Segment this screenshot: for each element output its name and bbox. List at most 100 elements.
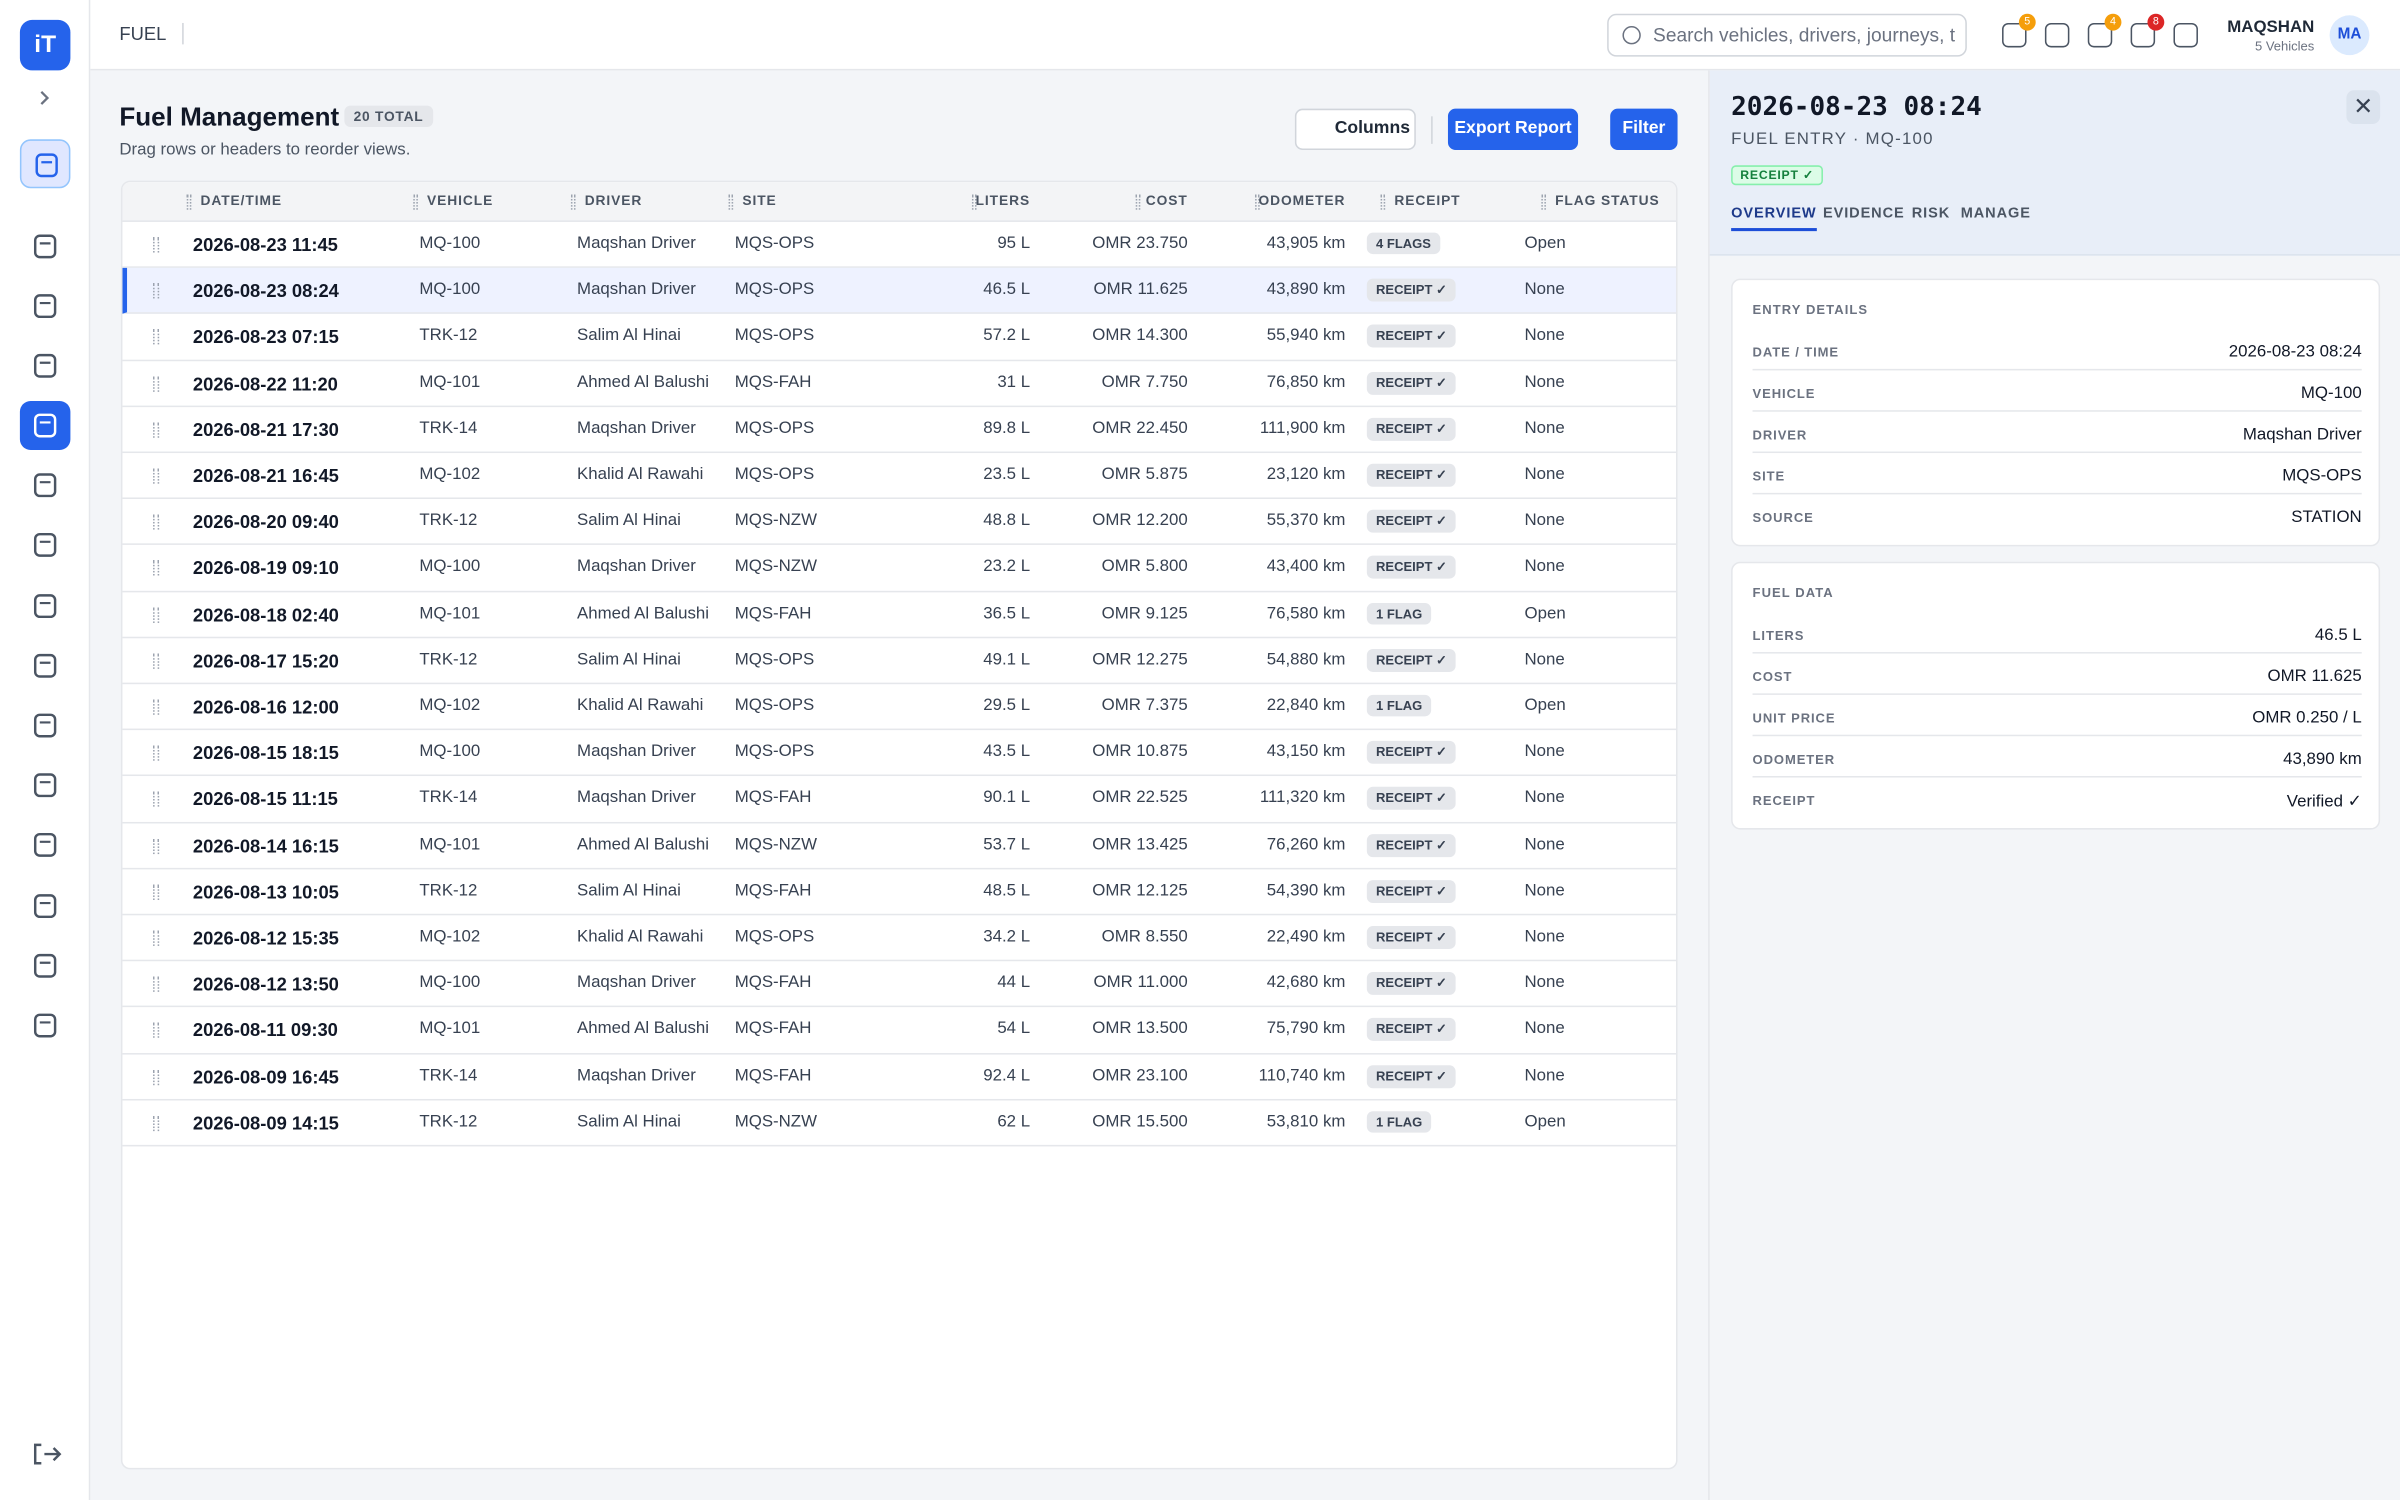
table-row[interactable]: 2026-08-09 16:45 TRK-14 Maqshan Driver MQS-… [122,1054,1677,1101]
nav-icon[interactable] [20,582,71,631]
drag-handle[interactable] [153,976,160,993]
column-handle[interactable] [971,194,977,210]
table-row[interactable]: 2026-08-19 09:10 MQ-100 Maqshan Driver MQS-… [122,545,1677,592]
drag-handle[interactable] [153,1115,160,1131]
column-header[interactable]: ODOMETER [1258,192,1346,209]
search[interactable]: Search vehicles, drivers, journeys, t [1607,13,1967,57]
column-handle[interactable] [413,194,418,210]
export-button[interactable]: Export Report [1447,108,1579,150]
drag-handle[interactable] [153,791,160,808]
nav-icon[interactable] [20,341,71,390]
table-row[interactable]: 2026-08-12 15:35 MQ-102 Khalid Al Rawahi MQ… [122,915,1677,962]
drag-handle[interactable] [153,283,160,299]
column-header[interactable]: COST [1145,192,1188,209]
tab[interactable]: MANAGE [1960,205,2031,222]
tab[interactable]: RISK [1911,205,1951,222]
table-row[interactable]: 2026-08-21 17:30 TRK-14 Maqshan Driver MQS-… [122,407,1677,454]
drag-handle[interactable] [153,745,160,762]
column-header[interactable]: SITE [742,192,777,209]
column-handle[interactable] [728,194,734,210]
table-row[interactable]: 2026-08-22 11:20 MQ-101 Ahmed Al Balushi MQ… [122,361,1677,407]
drag-handle[interactable] [153,653,160,669]
nav-icon[interactable] [20,520,71,569]
receipt-badge: RECEIPT ✓ [1366,556,1457,580]
drag-handle[interactable] [153,699,160,715]
nav-icon[interactable] [20,882,71,931]
table-row[interactable]: 2026-08-17 15:20 TRK-12 Salim Al Hinai MQS-… [122,638,1677,685]
drag-handle[interactable] [153,375,160,392]
field-label: LITERS [1752,627,1805,643]
logout[interactable] [20,1430,71,1479]
drag-handle[interactable] [153,884,160,900]
table-row[interactable]: 2026-08-09 14:15 TRK-12 Salim Al Hinai MQS-… [122,1100,1677,1147]
column-handle[interactable] [1135,194,1141,210]
filter-button[interactable]: Filter [1610,108,1678,150]
column-header[interactable]: DATE/TIME [200,192,282,209]
table-row[interactable]: 2026-08-20 09:40 TRK-12 Salim Al Hinai MQS-… [122,499,1677,546]
cell: 23.2 L [983,557,1031,577]
table-row[interactable]: 2026-08-12 13:50 MQ-100 Maqshan Driver MQS-… [122,962,1677,1008]
close-button[interactable] [2346,90,2381,124]
cell: 2026-08-09 14:15 [192,1112,339,1134]
table-row[interactable]: 2026-08-14 16:15 MQ-101 Ahmed Al Balushi MQ… [122,823,1677,870]
column-header[interactable]: FLAG STATUS [1555,192,1660,209]
header-icon[interactable] [2002,22,2027,48]
column-header[interactable]: RECEIPT [1394,192,1461,209]
drag-handle[interactable] [153,838,160,854]
nav-icon[interactable] [20,461,71,510]
drag-handle[interactable] [153,514,160,530]
nav-icon[interactable] [20,701,71,750]
nav-icon[interactable] [20,941,71,990]
cell: MQ-101 [419,603,481,623]
column-header[interactable]: VEHICLE [427,192,494,209]
nav-icon[interactable] [20,641,71,690]
drag-handle[interactable] [153,329,160,345]
drag-handle[interactable] [153,1069,160,1085]
avatar[interactable]: MA [2329,15,2370,56]
drag-handle[interactable] [153,468,160,484]
table-row[interactable]: 2026-08-18 02:40 MQ-101 Ahmed Al Balushi MQ… [122,592,1677,638]
column-handle[interactable] [186,194,192,210]
drag-handle[interactable] [153,237,160,253]
table-row[interactable]: 2026-08-15 11:15 TRK-14 Maqshan Driver MQS-… [122,777,1677,823]
cell: 75,790 km [1266,1019,1346,1039]
nav-icon[interactable] [20,222,71,271]
header-icon[interactable] [2044,22,2070,48]
table-row[interactable]: 2026-08-13 10:05 TRK-12 Salim Al Hinai MQS-… [122,869,1677,916]
cell: 53.7 L [983,835,1031,854]
nav-icon[interactable] [20,761,71,810]
drag-handle[interactable] [153,607,160,623]
header-icon[interactable] [2173,22,2198,48]
column-header[interactable]: DRIVER [584,192,643,209]
table-row[interactable]: 2026-08-15 18:15 MQ-100 Maqshan Driver MQS-… [122,730,1677,777]
header-icon[interactable] [2087,22,2113,48]
drag-handle[interactable] [153,930,160,946]
column-handle[interactable] [570,194,576,210]
table-row[interactable]: 2026-08-23 11:45 MQ-100 Maqshan Driver MQS-… [122,222,1677,269]
table-row[interactable]: 2026-08-11 09:30 MQ-101 Ahmed Al Balushi MQ… [122,1008,1677,1054]
column-handle[interactable] [1380,194,1386,210]
drag-handle[interactable] [153,560,160,577]
tab[interactable]: EVIDENCE [1822,205,1905,222]
header-icon[interactable] [2130,22,2156,48]
cell: 43,890 km [1266,280,1346,299]
table-row[interactable]: 2026-08-23 07:15 TRK-12 Salim Al Hinai MQS-… [122,314,1677,361]
drag-handle[interactable] [153,1023,160,1039]
table-row[interactable]: 2026-08-21 16:45 MQ-102 Khalid Al Rawahi MQ… [122,453,1677,500]
column-handle[interactable] [1541,194,1546,210]
expand-toggle[interactable] [34,86,55,110]
drag-handle[interactable] [153,422,160,438]
table-row[interactable]: 2026-08-23 08:24 MQ-100 Maqshan Driver MQS-… [122,268,1677,315]
nav-icon[interactable] [19,139,71,189]
icon [33,1443,62,1465]
nav-icon[interactable] [19,401,71,450]
column-handle[interactable] [1255,194,1260,210]
nav-icon[interactable] [20,282,71,331]
table-row[interactable]: 2026-08-16 12:00 MQ-102 Khalid Al Rawahi MQ… [122,684,1677,731]
nav-icon[interactable] [20,820,71,869]
nav-icon[interactable] [20,1001,71,1050]
tab[interactable]: OVERVIEW [1731,205,1817,232]
column-header[interactable]: LITERS [975,192,1031,209]
columns-button[interactable]: Columns [1294,108,1416,150]
logo[interactable]: iT [19,19,71,71]
